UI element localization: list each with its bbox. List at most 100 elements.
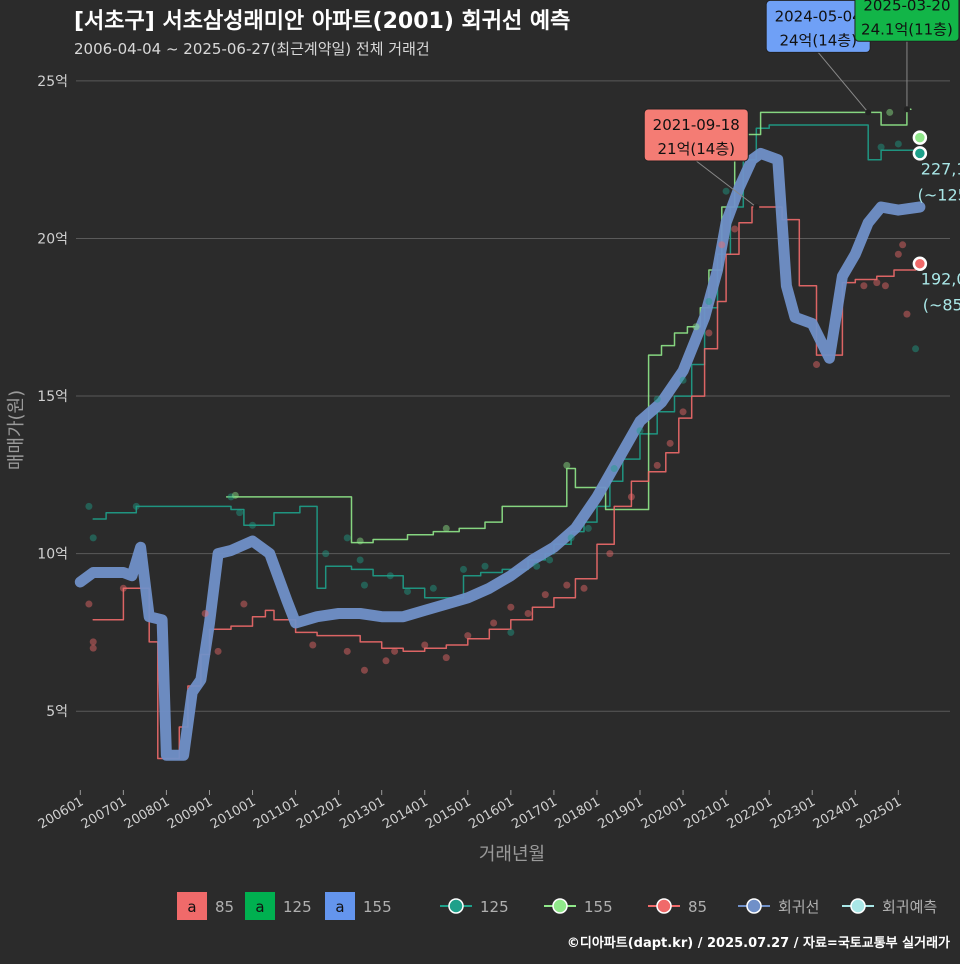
scatter-point-125 <box>636 427 644 435</box>
scatter-point-125 <box>459 565 467 573</box>
annotation-box-125 <box>854 0 960 42</box>
x-axis-label: 거래년월 <box>479 844 545 865</box>
scatter-point-85 <box>903 310 911 318</box>
legend-fill-glyph: a <box>335 898 344 916</box>
legend-line-marker <box>656 898 672 914</box>
legend-line-label: 회귀예측 <box>882 898 937 916</box>
scatter-point-125 <box>894 140 902 148</box>
forecast-area-label: (~85㎡) <box>923 296 960 315</box>
chart-subtitle: 2006-04-04 ~ 2025-06-27(최근계약일) 전체 거래건 <box>74 40 430 58</box>
scatter-point-155 <box>692 323 700 331</box>
scatter-point-125 <box>584 524 592 532</box>
scatter-point-155 <box>231 491 239 499</box>
scatter-point-85 <box>89 644 97 652</box>
scatter-point-85 <box>705 329 713 337</box>
annotation-price: 24억(14층) <box>779 31 856 49</box>
scatter-point-155 <box>563 461 571 469</box>
scatter-point-125 <box>356 556 364 564</box>
y-tick-label: 25억 <box>37 74 68 90</box>
scatter-point-85 <box>718 241 726 249</box>
annotation-date: 2025-03-20 <box>863 0 950 14</box>
scatter-point-125 <box>912 345 920 353</box>
scatter-point-85 <box>360 666 368 674</box>
y-tick-label: 15억 <box>37 389 68 405</box>
scatter-point-125 <box>722 187 730 195</box>
scatter-point-85 <box>524 610 532 618</box>
scatter-point-85 <box>119 584 127 592</box>
annotation-price: 24.1억(11층) <box>861 20 953 38</box>
legend-fill-label: 155 <box>363 898 392 916</box>
annotation-layer: 227,125 (~125㎡) 192,064 (~85㎡) 2021-09-18 21억… <box>643 0 960 315</box>
scatter-point-125 <box>429 584 437 592</box>
series-line-regression <box>74 147 926 761</box>
scatter-point-125 <box>546 556 554 564</box>
scatter-point-85 <box>731 225 739 233</box>
scatter-point-85 <box>899 241 907 249</box>
forecast-price-label: 227,125 <box>921 159 960 178</box>
scatter-point-85 <box>653 461 661 469</box>
scatter-point-85 <box>214 647 222 655</box>
legend-line-marker <box>448 898 464 914</box>
scatter-point-85 <box>442 654 450 662</box>
legend-line-label: 125 <box>480 898 509 916</box>
y-axis-label: 매매가(원) <box>6 390 27 470</box>
scatter-point-85 <box>679 408 687 416</box>
scatter-point-85 <box>85 600 93 608</box>
scatter-point-125 <box>705 298 713 306</box>
scatter-point-125 <box>877 143 885 151</box>
annotation-leader <box>817 52 869 113</box>
legend-fill-swatch-155 <box>325 892 355 920</box>
scatter-point-125 <box>227 493 235 501</box>
scatter-point-85 <box>382 657 390 665</box>
forecast-point-155 <box>912 130 928 145</box>
y-tick-label: 10억 <box>37 547 68 563</box>
forecast-price-label: 192,064 <box>921 270 960 289</box>
footer-credit: ©디아파트(dapt.kr) / 2025.07.27 / 자료=국토교통부 실… <box>567 935 950 951</box>
scatter-point-155 <box>356 537 364 545</box>
scatter-point-85 <box>563 581 571 589</box>
y-tick-label: 20억 <box>37 231 68 247</box>
legend: a 85 a 125 a 155 125 155 85 회귀선 회귀예측 <box>177 892 937 920</box>
legend-fill-glyph: a <box>255 898 264 916</box>
scatter-point-125 <box>360 581 368 589</box>
scatter-point-85 <box>507 603 515 611</box>
scatter-point-85 <box>464 632 472 640</box>
forecast-point-85 <box>912 256 928 271</box>
scatter-layer <box>85 108 920 674</box>
legend-fill-swatch-125 <box>245 892 275 920</box>
chart-title: [서초구] 서초삼성래미안 아파트(2001) 회귀선 예측 <box>74 9 570 34</box>
legend-fill-label: 125 <box>283 898 312 916</box>
scatter-point-125 <box>236 509 244 517</box>
scatter-point-125 <box>249 521 257 529</box>
scatter-point-85 <box>606 550 614 558</box>
y-tick-label: 5억 <box>46 704 68 720</box>
scatter-point-85 <box>201 610 209 618</box>
annotation-marker <box>865 109 872 116</box>
scatter-point-85 <box>421 641 429 649</box>
scatter-point-85 <box>894 250 902 258</box>
scatter-point-85 <box>89 638 97 646</box>
scatter-point-125 <box>610 465 618 473</box>
scatter-point-85 <box>541 591 549 599</box>
scatter-point-125 <box>89 534 97 542</box>
scatter-point-155 <box>442 524 450 532</box>
scatter-point-85 <box>860 282 868 290</box>
scatter-point-125 <box>343 534 351 542</box>
legend-line-label: 85 <box>688 898 707 916</box>
legend-line-label: 회귀선 <box>778 898 819 916</box>
annotation-price: 21억(14층) <box>658 140 735 158</box>
legend-line-label: 155 <box>584 898 613 916</box>
annotation-date: 2021-09-18 <box>653 116 740 134</box>
scatter-point-125 <box>653 395 661 403</box>
scatter-point-125 <box>404 587 412 595</box>
scatter-point-125 <box>132 502 140 510</box>
scatter-point-85 <box>309 641 317 649</box>
scatter-point-125 <box>481 562 489 570</box>
annotation-marker <box>903 106 910 113</box>
scatter-point-85 <box>881 282 889 290</box>
scatter-point-85 <box>391 647 399 655</box>
scatter-point-85 <box>873 279 881 287</box>
